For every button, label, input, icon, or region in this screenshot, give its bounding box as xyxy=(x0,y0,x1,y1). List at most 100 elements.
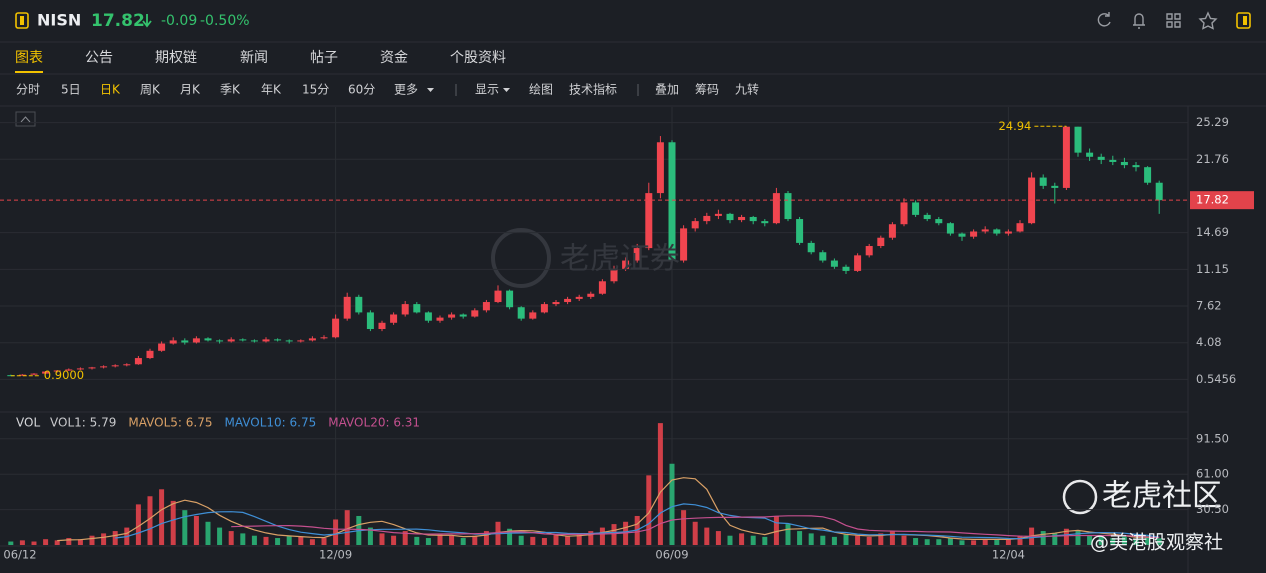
candle-body xyxy=(146,350,154,359)
alert-icon[interactable] xyxy=(1133,13,1145,29)
volume-bar xyxy=(959,540,965,545)
candle-body xyxy=(1051,185,1059,188)
candle-body xyxy=(506,290,514,308)
volume-bar xyxy=(414,536,420,545)
overlay-button[interactable]: 九转 xyxy=(735,82,759,97)
symbol-icon xyxy=(15,12,29,29)
y-tick-label: 25.29 xyxy=(1196,115,1229,129)
candle-body xyxy=(691,221,699,229)
favorite-icon[interactable] xyxy=(1198,11,1218,30)
volume-bar xyxy=(135,504,141,545)
tab[interactable]: 资金 xyxy=(380,50,408,66)
candle-body xyxy=(819,252,827,261)
volume-bar xyxy=(309,539,315,545)
volume-bar xyxy=(843,534,849,545)
panel-icon-fill xyxy=(1243,16,1247,25)
x-tick-label: 12/09 xyxy=(319,548,352,562)
volume-bar xyxy=(77,539,83,545)
tab[interactable]: 期权链 xyxy=(155,50,197,66)
volume-bar xyxy=(379,533,385,545)
volume-bar xyxy=(947,538,953,545)
volume-bar xyxy=(1017,535,1023,545)
candle-body xyxy=(42,371,50,374)
volume-bar xyxy=(889,531,895,545)
volume-bar xyxy=(913,538,919,545)
period-button[interactable]: 周K xyxy=(140,83,161,97)
volume-bar xyxy=(182,510,188,545)
candle-body xyxy=(401,304,409,315)
legend-entry: MAVOL20: 6.31 xyxy=(328,416,420,430)
candle-body xyxy=(900,202,908,225)
volume-bar xyxy=(1063,528,1069,545)
candle-body xyxy=(424,312,432,321)
watermark: 老虎社区 xyxy=(1102,479,1222,514)
collapse-button[interactable] xyxy=(15,111,36,127)
period-button[interactable]: 5日 xyxy=(61,83,81,97)
candle-body xyxy=(192,338,200,343)
volume-bar xyxy=(19,540,25,545)
tab[interactable]: 帖子 xyxy=(310,50,338,66)
tab[interactable]: 新闻 xyxy=(240,50,268,66)
legend-entry: MAVOL10: 6.75 xyxy=(224,416,316,430)
overlay-button[interactable]: 叠加 xyxy=(655,83,679,97)
tool-button[interactable]: 显示 xyxy=(475,83,499,97)
period-button[interactable]: 分时 xyxy=(16,83,40,97)
y-tick-label: 7.62 xyxy=(1196,298,1222,312)
candle-body xyxy=(877,237,885,247)
volume-bar xyxy=(1121,536,1127,545)
candle-body xyxy=(1132,165,1140,168)
candle-body xyxy=(134,358,142,365)
volume-bar xyxy=(808,533,814,545)
period-button[interactable]: 15分 xyxy=(302,83,329,97)
tab[interactable]: 个股资料 xyxy=(450,50,506,66)
layout-icon[interactable] xyxy=(1166,13,1181,28)
symbol: NISN xyxy=(37,11,81,30)
tab[interactable]: 公告 xyxy=(85,50,113,66)
candle-body xyxy=(761,221,769,224)
volume-bar xyxy=(982,539,988,545)
period-button[interactable]: 月K xyxy=(180,83,201,97)
candle-body xyxy=(343,296,351,319)
period-button[interactable]: 年K xyxy=(261,83,282,97)
refresh-icon[interactable] xyxy=(1097,12,1111,27)
overlay-button[interactable]: 筹码 xyxy=(695,83,719,97)
volume-bar xyxy=(681,510,687,545)
candle-body xyxy=(158,343,166,351)
candle-body xyxy=(285,340,293,342)
candle-body xyxy=(703,215,711,222)
candle-body xyxy=(1155,182,1163,201)
period-button[interactable]: 60分 xyxy=(348,83,375,97)
tool-button[interactable]: 绘图 xyxy=(529,82,553,97)
volume-bar xyxy=(599,527,605,545)
volume-bar xyxy=(750,535,756,545)
volume-bar xyxy=(553,534,559,545)
volume-bar xyxy=(994,539,1000,545)
volume-bar xyxy=(89,535,95,545)
candle-body xyxy=(297,340,305,342)
panel-icon[interactable] xyxy=(1236,12,1251,29)
candle-body xyxy=(239,339,247,341)
candle-body xyxy=(714,213,722,216)
tab[interactable]: 图表 xyxy=(15,50,43,66)
volume-bar xyxy=(762,536,768,545)
legend-entry: MAVOL5: 6.75 xyxy=(128,416,212,430)
volume-bar xyxy=(855,535,861,545)
volume-bar xyxy=(240,533,246,545)
volume-bar xyxy=(924,539,930,545)
candle-body xyxy=(1097,156,1105,160)
moving-average-line xyxy=(231,515,1160,539)
candle-body xyxy=(181,340,189,343)
y-tick-label: 14.69 xyxy=(1196,225,1229,239)
period-button[interactable]: 更多 xyxy=(394,83,418,97)
period-button[interactable]: 日K xyxy=(100,83,121,97)
candle-body xyxy=(726,213,734,221)
watermark-logo xyxy=(1062,479,1098,515)
tool-button[interactable]: 技术指标 xyxy=(569,82,617,97)
period-button[interactable]: 季K xyxy=(220,83,241,97)
candle-body xyxy=(981,229,989,232)
volume-bar xyxy=(472,535,478,545)
candle-body xyxy=(865,246,873,256)
candle-body xyxy=(796,219,804,243)
